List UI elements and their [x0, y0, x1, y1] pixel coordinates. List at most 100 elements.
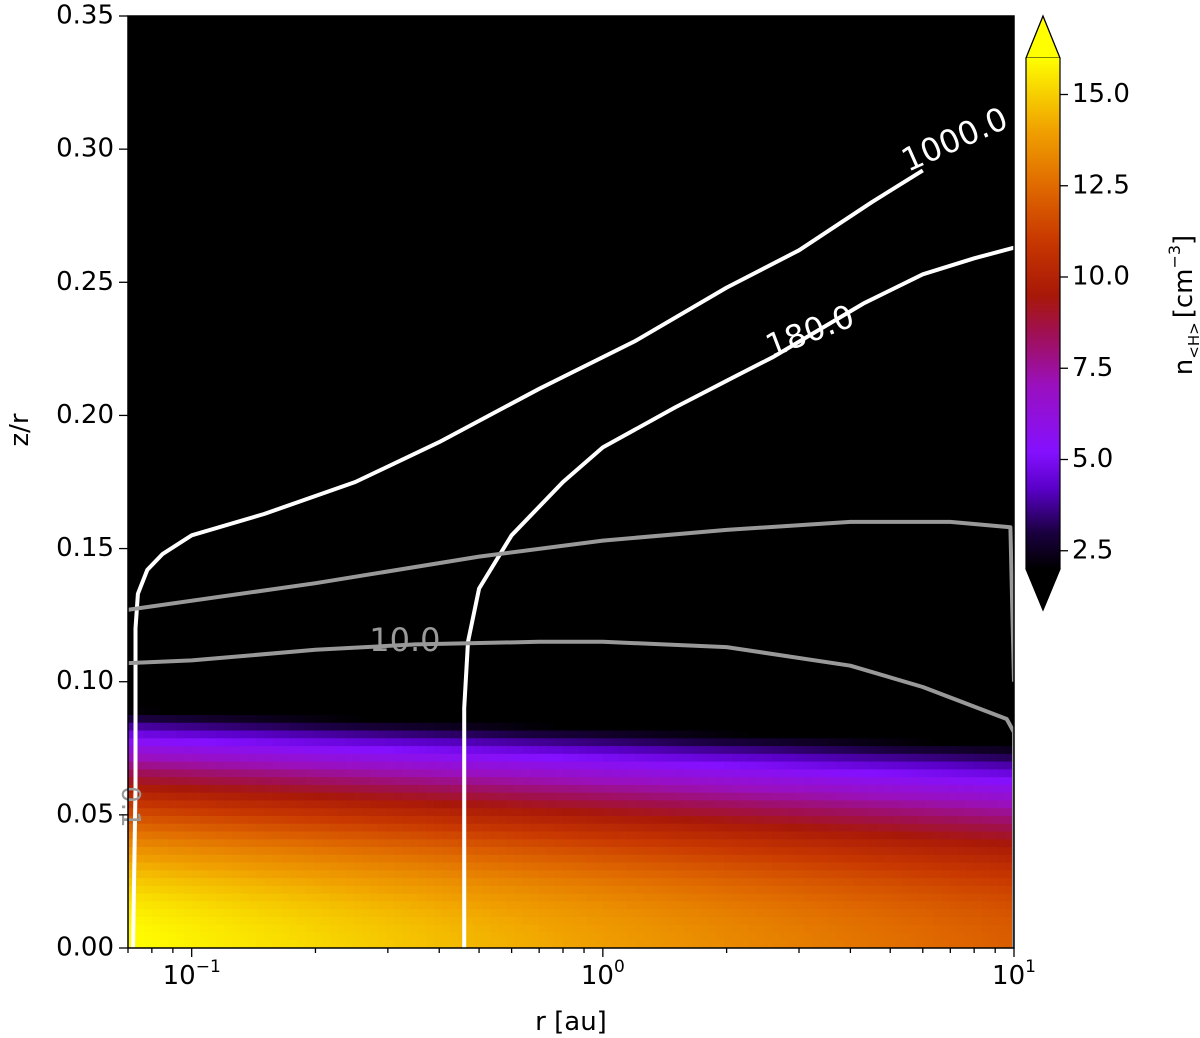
heatmap-cell [168, 637, 177, 646]
heatmap-cell [417, 707, 427, 716]
heatmap-cell [168, 458, 177, 468]
heatmap-cell [417, 171, 427, 180]
heatmap-cell [248, 101, 258, 110]
heatmap-cell [192, 101, 202, 110]
heatmap-cell [200, 746, 210, 755]
heatmap-cell [297, 761, 306, 770]
heatmap-cell [417, 784, 427, 794]
heatmap-cell [136, 171, 145, 180]
heatmap-cell [458, 381, 467, 390]
heatmap-cell [409, 272, 419, 281]
heatmap-cell [128, 513, 137, 522]
heatmap-cell [321, 47, 330, 56]
heatmap-cell [369, 854, 379, 864]
heatmap-cell [426, 901, 435, 910]
heatmap-cell [128, 699, 137, 708]
heatmap-cell [248, 660, 258, 669]
heatmap-cell [401, 893, 411, 902]
heatmap-cell [240, 753, 250, 763]
heatmap-cell [272, 241, 282, 250]
heatmap-cell [321, 652, 330, 662]
heatmap-cell [224, 528, 234, 537]
heatmap-cell [281, 645, 290, 654]
heatmap-cell [401, 606, 411, 615]
heatmap-cell [337, 427, 347, 436]
heatmap-cell [224, 582, 234, 592]
heatmap-cell [184, 536, 194, 545]
heatmap-cell [297, 388, 306, 398]
heatmap-cell [232, 241, 242, 250]
heatmap-cell [289, 567, 298, 576]
heatmap-cell [329, 932, 339, 941]
heatmap-cell [450, 831, 459, 840]
heatmap-cell [434, 334, 443, 343]
heatmap-cell [401, 909, 411, 918]
heatmap-cell [216, 489, 226, 499]
heatmap-cell [224, 101, 234, 110]
heatmap-cell [264, 746, 274, 755]
heatmap-cell [393, 676, 403, 685]
heatmap-cell [272, 101, 282, 110]
heatmap-cell [337, 171, 347, 180]
heatmap-cell [385, 217, 395, 227]
heatmap-cell [144, 668, 153, 677]
heatmap-cell [393, 16, 403, 25]
heatmap-cell [361, 730, 371, 739]
heatmap-cell [264, 544, 274, 553]
heatmap-cell [450, 54, 459, 64]
heatmap-cell [305, 54, 314, 64]
heatmap-cell [313, 940, 322, 948]
heatmap-cell [216, 334, 226, 343]
heatmap-cell [393, 93, 403, 103]
heatmap-cell [289, 466, 298, 475]
heatmap-cell [200, 862, 210, 871]
heatmap-cell [361, 264, 371, 273]
heatmap-cell [144, 777, 153, 786]
heatmap-cell [313, 582, 322, 592]
heatmap-cell [329, 381, 339, 390]
heatmap-cell [393, 691, 403, 701]
heatmap-cell [200, 808, 210, 817]
heatmap-cell [216, 606, 226, 615]
heatmap-cell [369, 784, 379, 794]
heatmap-cell [442, 652, 451, 662]
heatmap-cell [345, 606, 355, 615]
heatmap-cell [184, 497, 194, 506]
heatmap-cell [216, 93, 226, 103]
heatmap-cell [377, 489, 387, 499]
heatmap-cell [353, 241, 363, 250]
heatmap-cell [216, 940, 226, 948]
heatmap-cell [216, 419, 226, 429]
heatmap-cell [192, 730, 202, 739]
heatmap-cell [184, 901, 194, 910]
heatmap-cell [377, 940, 387, 948]
heatmap-cell [281, 233, 290, 242]
heatmap-cell [281, 683, 290, 693]
heatmap-cell [248, 746, 258, 755]
heatmap-cell [297, 23, 306, 33]
heatmap-cell [208, 699, 218, 708]
heatmap-cell [385, 660, 395, 669]
heatmap-cell [256, 489, 266, 499]
heatmap-cell [393, 202, 403, 211]
heatmap-cell [184, 769, 194, 778]
heatmap-cell [385, 924, 395, 934]
heatmap-cell [248, 870, 258, 879]
heatmap-cell [369, 47, 379, 56]
heatmap-cell [337, 683, 347, 693]
heatmap-cell [401, 730, 411, 739]
heatmap-cell [232, 132, 242, 141]
heatmap-cell [305, 443, 314, 452]
heatmap-cell [184, 202, 194, 211]
heatmap-cell [176, 614, 185, 623]
heatmap-cell [248, 124, 258, 134]
heatmap-cell [385, 450, 395, 460]
heatmap-cell [184, 419, 194, 429]
heatmap-cell [458, 606, 467, 615]
heatmap-cell [345, 295, 355, 304]
heatmap-cell [208, 738, 218, 747]
heatmap-cell [321, 815, 330, 825]
heatmap-cell [329, 559, 339, 569]
heatmap-cell [305, 16, 314, 25]
heatmap-cell [200, 559, 210, 569]
